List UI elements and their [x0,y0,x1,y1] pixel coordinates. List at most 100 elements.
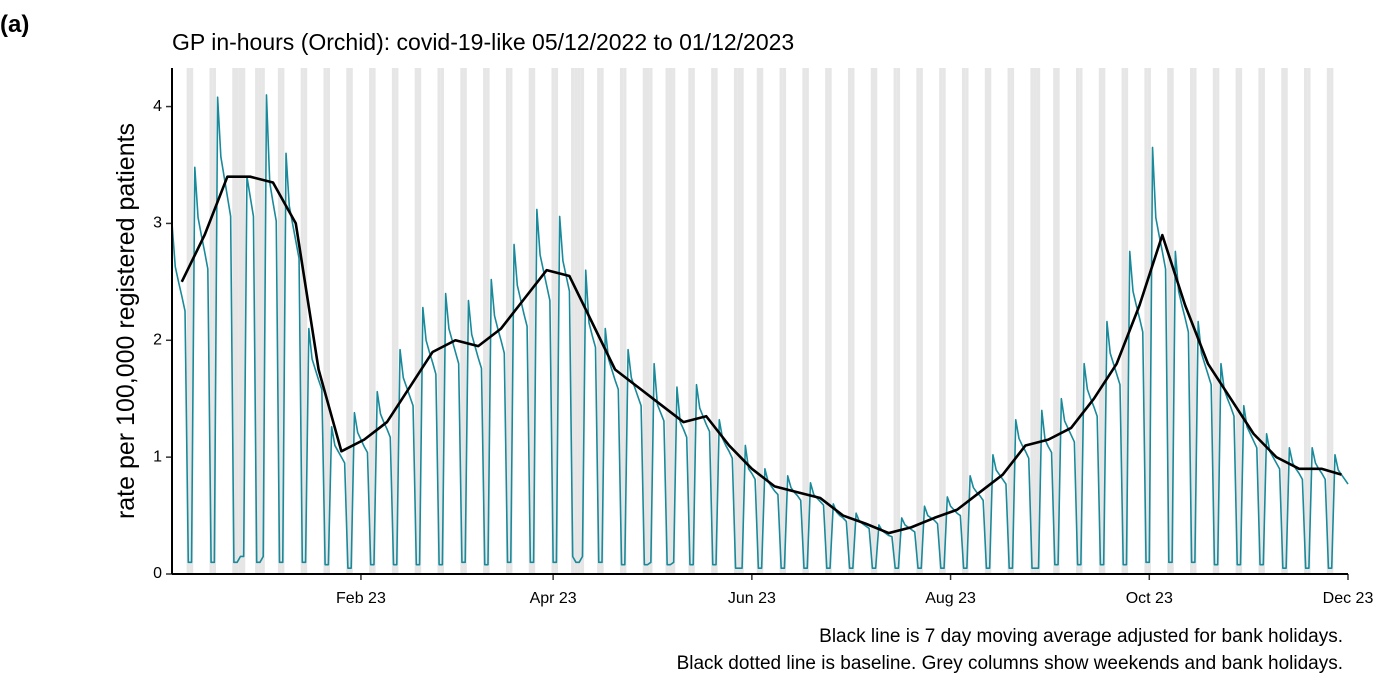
weekend-column [1216,68,1220,574]
weekend-column [942,68,946,574]
weekend-column [209,68,213,574]
weekend-column [1033,68,1037,574]
weekend-column [714,68,718,574]
y-tick-label: 1 [153,448,162,465]
weekend-column [642,68,646,574]
weekend-column [896,68,901,574]
x-tick-label: Aug 23 [925,590,976,607]
weekend-column [1304,68,1308,574]
weekend-column [414,68,418,574]
weekend-column [760,68,764,574]
weekend-column [1281,68,1285,574]
weekend-column [281,68,285,574]
weekend-column [346,68,350,574]
weekend-column [417,68,422,574]
weekend-column [1102,68,1106,574]
weekend-column [870,68,875,574]
weekend-column [623,68,627,574]
weekend-column [440,68,445,574]
weekend-column [1010,68,1015,574]
weekend-column [1075,68,1080,574]
series-line [171,94,1349,569]
weekend-column [1212,68,1217,574]
weekend-column [372,68,376,574]
weekend-column [255,68,259,574]
weekend-column [965,68,969,574]
weekend-column [893,68,897,574]
weekend-column [1007,68,1011,574]
weekend-column [437,68,441,574]
weekend-column [1030,68,1034,574]
weekend-column [460,68,464,574]
weekend-column [235,68,239,574]
bank-holiday-column [649,68,653,574]
weekend-column [688,68,692,574]
x-tick-label: Dec 23 [1323,590,1374,607]
weekend-column [531,68,536,574]
weekend-column [665,68,669,574]
bank-holiday-column [238,68,243,574]
y-tick-label: 0 [153,565,162,582]
weekend-column [825,68,829,574]
weekend-column [619,68,624,574]
weekend-column [828,68,832,574]
panel-label: (a) [0,11,29,38]
weekend-column [1167,68,1171,574]
weekend-column [779,68,783,574]
weekend-column [1261,68,1265,574]
weekend-column [300,68,304,574]
weekend-column [486,68,490,574]
weekend-column [391,68,396,574]
weekend-column [349,68,353,574]
weekend-column [668,68,673,574]
weekend-column [395,68,399,574]
note: Black dotted line is baseline. Grey colu… [677,653,1343,674]
bank-holiday-column [571,68,575,574]
weekend-column [1053,68,1057,574]
weekend-column [212,68,216,574]
weekend-column [691,68,695,574]
weekend-column [1235,68,1239,574]
weekend-column [1079,68,1083,574]
weekend-column [737,68,741,574]
weekend-column [756,68,760,574]
weekend-column [802,68,806,574]
weekend-column [600,68,604,574]
weekend-column [733,68,738,574]
weekend-column [326,68,330,574]
weekend-column [554,68,559,574]
x-tick-label: Feb 23 [336,590,386,607]
weekend-column [323,68,327,574]
y-tick-label: 2 [153,332,162,349]
weekend-column [919,68,923,574]
bank-holiday-column [740,68,744,574]
weekend-column [577,68,581,574]
weekend-column [984,68,989,574]
weekend-column [1124,68,1129,574]
chart-title: GP in-hours (Orchid): covid-19-like 05/1… [172,29,794,55]
weekend-column [1121,68,1125,574]
weekend-column [1307,68,1311,574]
y-axis-label: rate per 100,000 registered patients [112,123,140,519]
weekend-column [574,68,578,574]
weekend-column [369,68,373,574]
weekend-column [645,68,650,574]
bank-holiday-column [672,68,676,574]
weekend-column [528,68,532,574]
note: Black line is 7 day moving average adjus… [819,626,1343,647]
weekend-column [805,68,809,574]
bank-holiday-column [1036,68,1041,574]
weekend-column [1326,68,1331,574]
weekend-column [551,68,555,574]
weekend-column [1284,68,1288,574]
weekend-column [189,68,194,574]
weekend-column [1098,68,1103,574]
weekend-column [1056,68,1060,574]
weekend-column [1238,68,1243,574]
weekend-column [258,68,262,574]
weekend-column [277,68,282,574]
weekend-column [303,68,308,574]
weekend-column [1193,68,1197,574]
